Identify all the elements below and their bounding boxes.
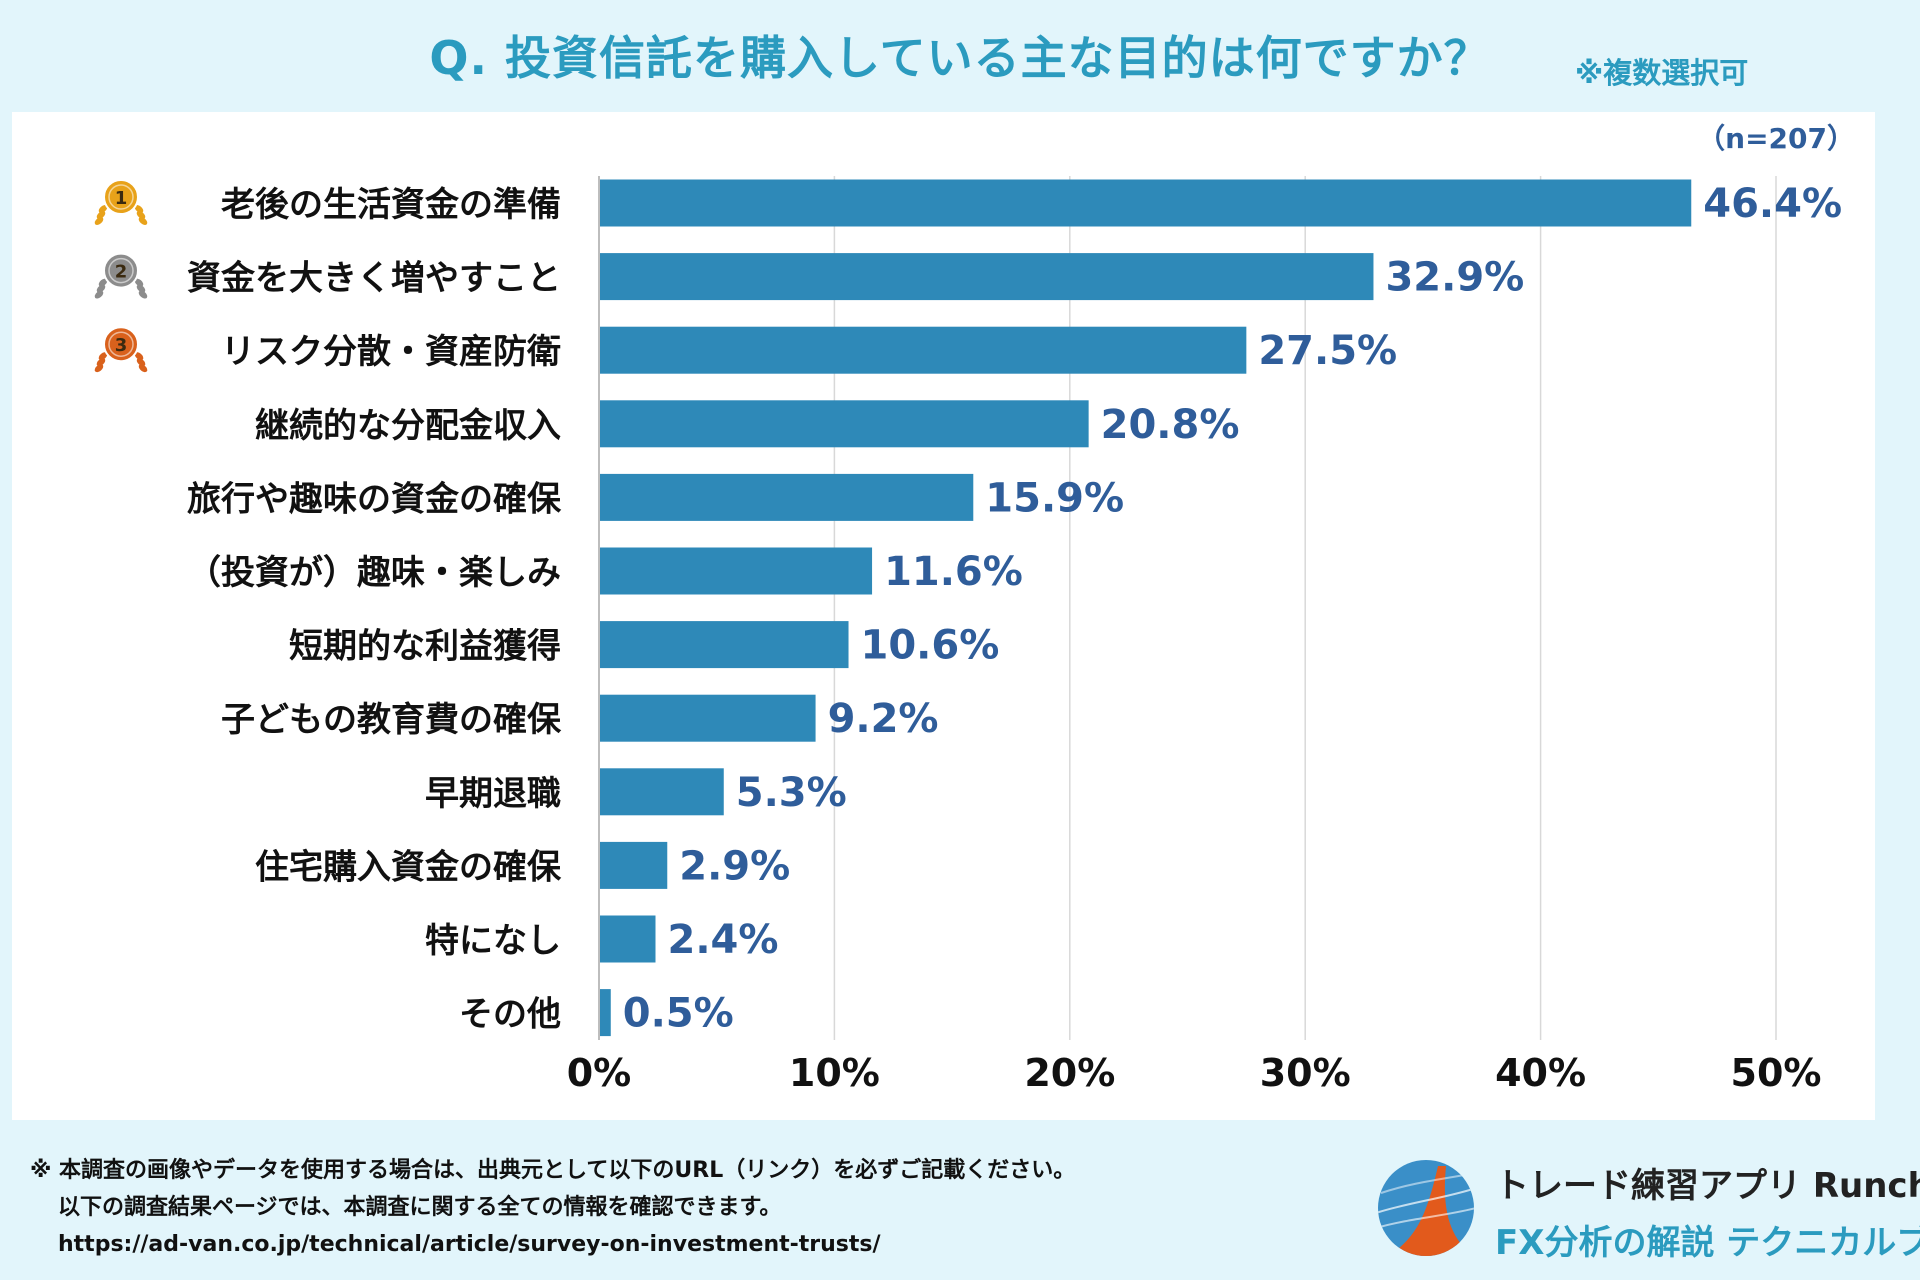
bar-value-label: 46.4%: [1703, 181, 1842, 227]
bar-value-label: 10.6%: [861, 623, 1000, 669]
bar-value-label: 11.6%: [884, 549, 1023, 595]
bar: [599, 326, 1247, 374]
category-label: （投資が）趣味・楽しみ: [187, 553, 561, 593]
x-tick-label: 10%: [789, 1051, 880, 1095]
bar-chart: （n=207） 0% 10% 20% 30% 40% 50% 46.4% 老後の生活資金の準備 3…: [94, 122, 1855, 1095]
bar-value-label: 15.9%: [985, 475, 1124, 521]
medal-laurel: [98, 205, 108, 213]
rank-number: 3: [115, 335, 128, 356]
medal-laurel: [136, 284, 146, 293]
category-label: その他: [459, 995, 561, 1035]
medal-laurel: [96, 358, 106, 367]
category-label: 子どもの教育費の確保: [221, 700, 562, 740]
bar: [599, 253, 1374, 301]
brand-tagline: FX分析の解説 テクニカルブック: [1495, 1223, 1920, 1263]
multi-select-note: ※複数選択可: [1575, 56, 1749, 90]
x-tick-label: 50%: [1731, 1051, 1822, 1095]
category-label: リスク分散・資産防衛: [221, 332, 561, 372]
rank-number: 1: [115, 188, 128, 209]
medal-laurel: [136, 358, 146, 367]
footer-note: ※ 本調査の画像やデータを使用する場合は、出典元として以下のURL（リンク）を必…: [30, 1152, 1075, 1263]
medal-laurel: [134, 205, 144, 213]
sample-size-label: （n=207）: [1697, 122, 1855, 155]
bar-value-label: 2.9%: [679, 843, 790, 889]
category-label: 特になし: [425, 921, 561, 961]
medal-laurel: [134, 278, 144, 287]
medal-laurel: [94, 364, 104, 373]
medal-inner-ring: [108, 184, 134, 210]
category-label: 早期退職: [425, 774, 561, 814]
bar: [599, 179, 1692, 227]
footer-note-line2: 以下の調査結果ページでは、本調査に関する全ての情報を確認できます。: [58, 1195, 782, 1220]
rank-number: 2: [115, 262, 128, 283]
medal-laurel: [134, 352, 144, 361]
chart-panel: （n=207） 0% 10% 20% 30% 40% 50% 46.4% 老後の生活資金の準備 3…: [12, 112, 1875, 1120]
x-tick-label: 20%: [1024, 1051, 1115, 1095]
bar: [599, 915, 656, 963]
x-tick-label: 0%: [567, 1051, 632, 1095]
medal-laurel: [98, 352, 108, 361]
bar: [599, 621, 849, 669]
bar-value-label: 9.2%: [828, 696, 939, 742]
bar: [599, 547, 873, 595]
category-label: 旅行や趣味の資金の確保: [187, 479, 562, 519]
footer-note-line1: ※ 本調査の画像やデータを使用する場合は、出典元として以下のURL（リンク）を必…: [30, 1158, 1076, 1183]
medal-laurel: [96, 284, 106, 293]
medal-laurel: [94, 217, 104, 225]
medal-laurel: [94, 290, 104, 299]
bar-value-label: 32.9%: [1385, 255, 1524, 301]
brand-block: トレード練習アプリ Runcha FX分析の解説 テクニカルブック: [1495, 1158, 1920, 1264]
bar: [599, 768, 724, 816]
category-label: 継続的な分配金収入: [255, 406, 561, 446]
category-label: 資金を大きく増やすこと: [187, 259, 561, 299]
x-tick-label: 40%: [1495, 1051, 1586, 1095]
bar-value-label: 0.5%: [623, 991, 734, 1037]
medal-laurel: [136, 211, 146, 219]
medal-laurel: [98, 278, 108, 287]
medal-laurel: [138, 217, 148, 225]
category-label: 短期的な利益獲得: [289, 627, 561, 667]
medal-laurel: [138, 290, 148, 299]
brand-app-name: トレード練習アプリ Runcha: [1495, 1166, 1920, 1206]
medal-inner-ring: [108, 257, 134, 284]
x-tick-label: 30%: [1260, 1051, 1351, 1095]
bar-value-label: 2.4%: [667, 917, 778, 963]
bar-value-label: 27.5%: [1258, 328, 1397, 374]
chart-title: Q. 投資信託を購入している主な目的は何ですか？: [429, 31, 1491, 85]
bar: [599, 473, 974, 521]
category-label: 住宅購入資金の確保: [255, 847, 562, 887]
bar-value-label: 20.8%: [1101, 402, 1240, 448]
runcha-logo-icon: [1378, 1160, 1474, 1256]
bar-value-label: 5.3%: [736, 770, 847, 816]
footer-url[interactable]: https://ad-van.co.jp/technical/article/s…: [58, 1232, 881, 1257]
medal-laurel: [96, 211, 106, 219]
bar: [599, 400, 1089, 448]
bar: [599, 694, 816, 742]
medal-inner-ring: [108, 331, 134, 357]
category-label: 老後の生活資金の準備: [221, 185, 561, 225]
bar: [599, 989, 611, 1037]
medal-laurel: [138, 364, 148, 373]
bar: [599, 841, 668, 889]
